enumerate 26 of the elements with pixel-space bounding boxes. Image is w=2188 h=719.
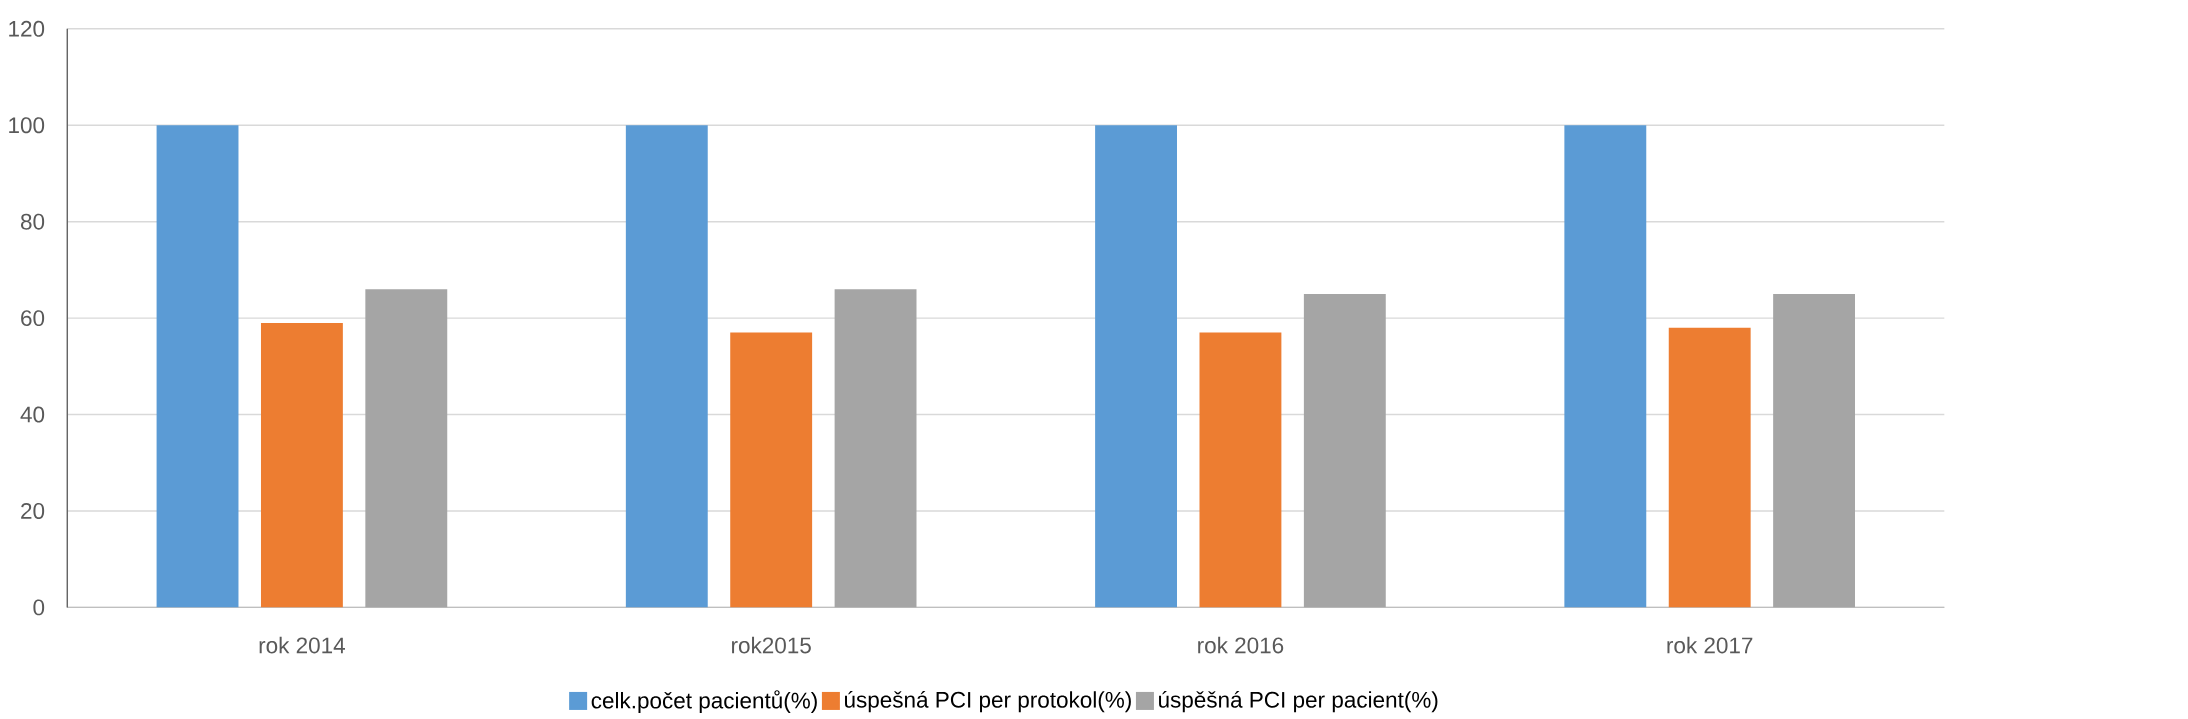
- y-tick-label: 80: [21, 213, 45, 230]
- x-tick-label: rok 2016: [1198, 636, 1284, 654]
- bar: [156, 125, 239, 608]
- bar: [1564, 125, 1647, 608]
- y-tick-label: 100: [9, 117, 45, 134]
- y-tick-label: 40: [20, 406, 45, 423]
- legend-label: úspěšná PCI per pacient(%): [1159, 691, 1438, 713]
- bar: [625, 125, 708, 608]
- bar: [730, 332, 813, 608]
- bar: [1095, 125, 1177, 608]
- x-tick-label: rok2015: [732, 636, 811, 654]
- bar: [1668, 327, 1751, 608]
- bar: [834, 289, 917, 608]
- bar: [1303, 294, 1386, 608]
- bar: [260, 322, 343, 608]
- bar: [1773, 294, 1856, 608]
- x-tick-label: rok 2014: [259, 636, 345, 654]
- bar: [365, 289, 448, 608]
- y-tick-label: 120: [9, 20, 45, 37]
- x-tick-label: rok 2017: [1667, 636, 1753, 654]
- y-tick-label: 20: [21, 503, 45, 519]
- legend-label: celk.počet pacientů(%): [591, 690, 817, 714]
- bar: [1199, 332, 1282, 608]
- y-tick-label: 0: [33, 599, 45, 616]
- legend-label: úspešná PCI per protokol(%): [845, 691, 1131, 713]
- y-tick-label: 60: [21, 310, 45, 327]
